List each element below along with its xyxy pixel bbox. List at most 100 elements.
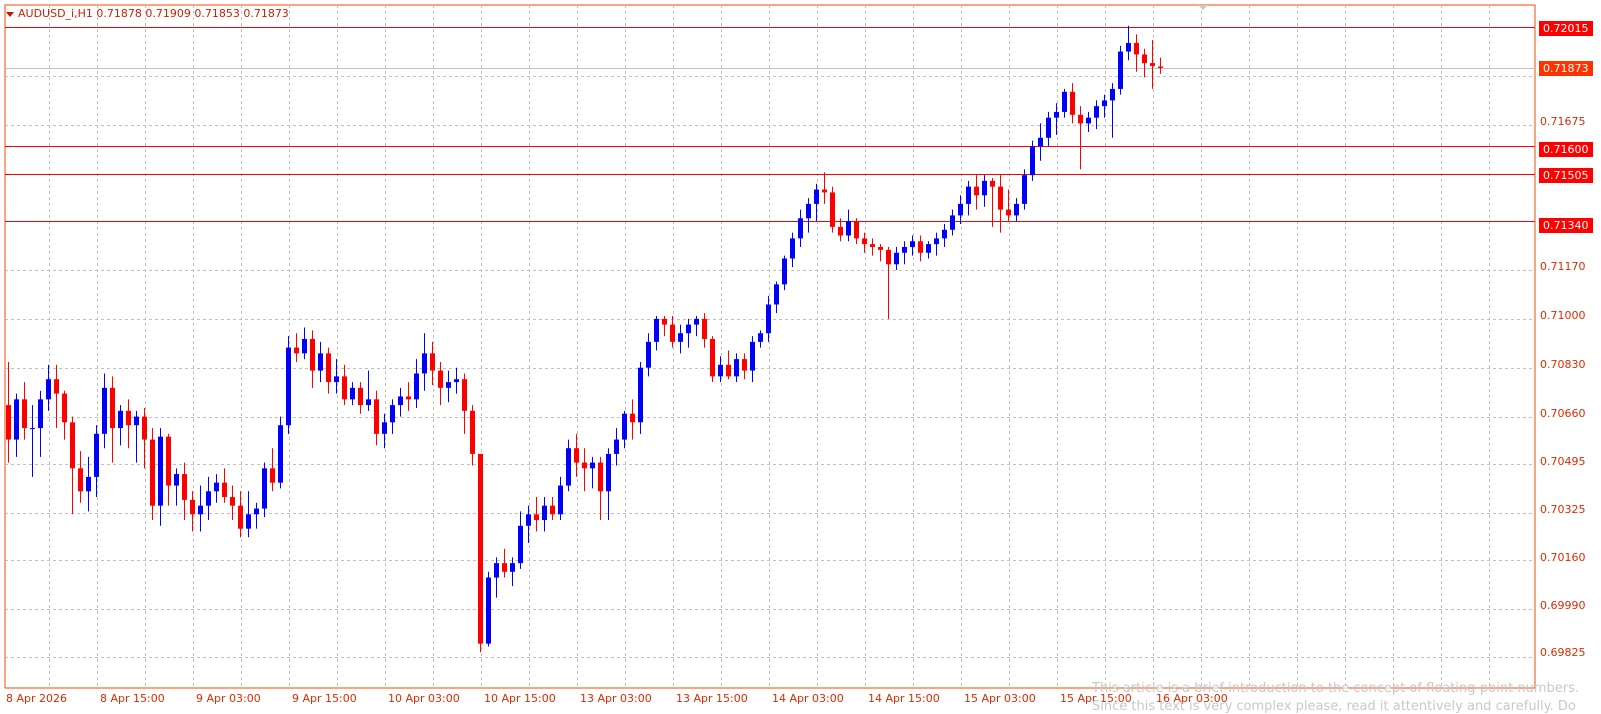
candle-body xyxy=(30,428,35,430)
candle-body xyxy=(182,474,187,500)
hline-price-badge: 0.71340 xyxy=(1539,218,1593,233)
candle-body xyxy=(334,376,339,383)
candle-body xyxy=(1046,117,1051,138)
candle-body xyxy=(1022,175,1027,204)
candle-body xyxy=(870,244,875,248)
candle-body xyxy=(774,284,779,305)
candle-body xyxy=(598,462,603,492)
candle-body xyxy=(206,491,211,506)
candle-body xyxy=(614,439,619,454)
watermark-line-1: This article is a brief introduction to … xyxy=(1092,681,1579,696)
candle-body xyxy=(222,482,227,498)
candle-body xyxy=(438,370,443,388)
time-axis-label: 8 Apr 2026 xyxy=(6,692,68,705)
candle-body xyxy=(78,468,83,492)
candle-body xyxy=(534,514,539,521)
candle-body xyxy=(14,399,19,440)
candle-body xyxy=(822,189,827,193)
candle-body xyxy=(446,382,451,388)
candle-body xyxy=(966,186,971,204)
candle-body xyxy=(782,258,787,285)
candle-body xyxy=(1014,203,1019,216)
candle-body xyxy=(646,341,651,368)
candle-body xyxy=(1158,66,1163,68)
candle-body xyxy=(1150,63,1155,66)
candle-body xyxy=(342,376,347,400)
candle-body xyxy=(750,341,755,371)
candle-body xyxy=(502,563,507,572)
candle-body xyxy=(982,180,987,196)
candle-body xyxy=(638,367,643,423)
candle-body xyxy=(622,413,627,440)
candle-body xyxy=(630,413,635,423)
candle-body xyxy=(158,436,163,506)
dropdown-arrow-icon[interactable] xyxy=(6,11,14,17)
candle-body xyxy=(678,333,683,342)
candle-body xyxy=(254,508,259,515)
candle-body xyxy=(542,505,547,521)
candle-body xyxy=(470,410,475,454)
hline-price-badge: 0.71505 xyxy=(1539,168,1593,183)
shift-marker-icon xyxy=(1198,5,1208,10)
candle-body xyxy=(1110,88,1115,101)
candle-body xyxy=(1086,117,1091,124)
price-axis-label: 0.70495 xyxy=(1540,455,1586,468)
candle-body xyxy=(806,203,811,219)
candle-body xyxy=(86,476,91,492)
candle-body xyxy=(854,221,859,239)
candle-body xyxy=(350,387,355,400)
time-axis-label: 10 Apr 03:00 xyxy=(388,692,460,705)
candle-body xyxy=(886,249,891,265)
candle-body xyxy=(62,393,67,423)
candle-body xyxy=(942,229,947,239)
candle-body xyxy=(414,373,419,400)
candle-body xyxy=(606,453,611,492)
candle-body xyxy=(902,247,907,253)
price-axis-label: 0.71675 xyxy=(1540,115,1586,128)
candle-body xyxy=(102,387,107,434)
candle-body xyxy=(110,387,115,429)
candle-body xyxy=(654,318,659,342)
candle-body xyxy=(358,387,363,406)
candle-body xyxy=(566,448,571,486)
candle-body xyxy=(718,364,723,377)
watermark-line-2: Since this text is very complex please, … xyxy=(1092,699,1576,714)
candle-body xyxy=(462,379,467,411)
price-axis-label: 0.70325 xyxy=(1540,503,1586,516)
candle-body xyxy=(558,485,563,515)
candle-body xyxy=(1134,42,1139,55)
candle-body xyxy=(726,364,731,377)
candle-body xyxy=(950,215,955,230)
price-axis-label: 0.70830 xyxy=(1540,358,1586,371)
candle-body xyxy=(550,505,555,515)
candle-body xyxy=(686,324,691,334)
current-price-badge: 0.71873 xyxy=(1539,61,1593,76)
candle-body xyxy=(590,462,595,469)
candle-body xyxy=(574,448,579,463)
candle-body xyxy=(998,186,1003,210)
candle-body xyxy=(1126,42,1131,52)
candle-body xyxy=(326,353,331,383)
candle-body xyxy=(1070,91,1075,115)
candle-body xyxy=(934,238,939,245)
price-axis-label: 0.70160 xyxy=(1540,551,1586,564)
candle-body xyxy=(142,416,147,440)
candle-body xyxy=(878,247,883,250)
time-axis-label: 9 Apr 15:00 xyxy=(292,692,357,705)
candle-body xyxy=(494,563,499,578)
candle-body xyxy=(1142,54,1147,64)
price-axis-label: 0.71170 xyxy=(1540,260,1586,273)
candle-body xyxy=(6,405,11,440)
candle-body xyxy=(1006,209,1011,216)
candle-body xyxy=(830,192,835,227)
candle-body xyxy=(238,505,243,529)
candle-body xyxy=(694,318,699,325)
chart-title-text: AUDUSD_i,H1 0.71878 0.71909 0.71853 0.71… xyxy=(18,7,289,20)
time-axis-label: 14 Apr 03:00 xyxy=(772,692,844,705)
candle-body xyxy=(198,505,203,515)
candle-body xyxy=(94,433,99,477)
candle-body xyxy=(838,226,843,236)
candle-body xyxy=(1094,106,1099,118)
